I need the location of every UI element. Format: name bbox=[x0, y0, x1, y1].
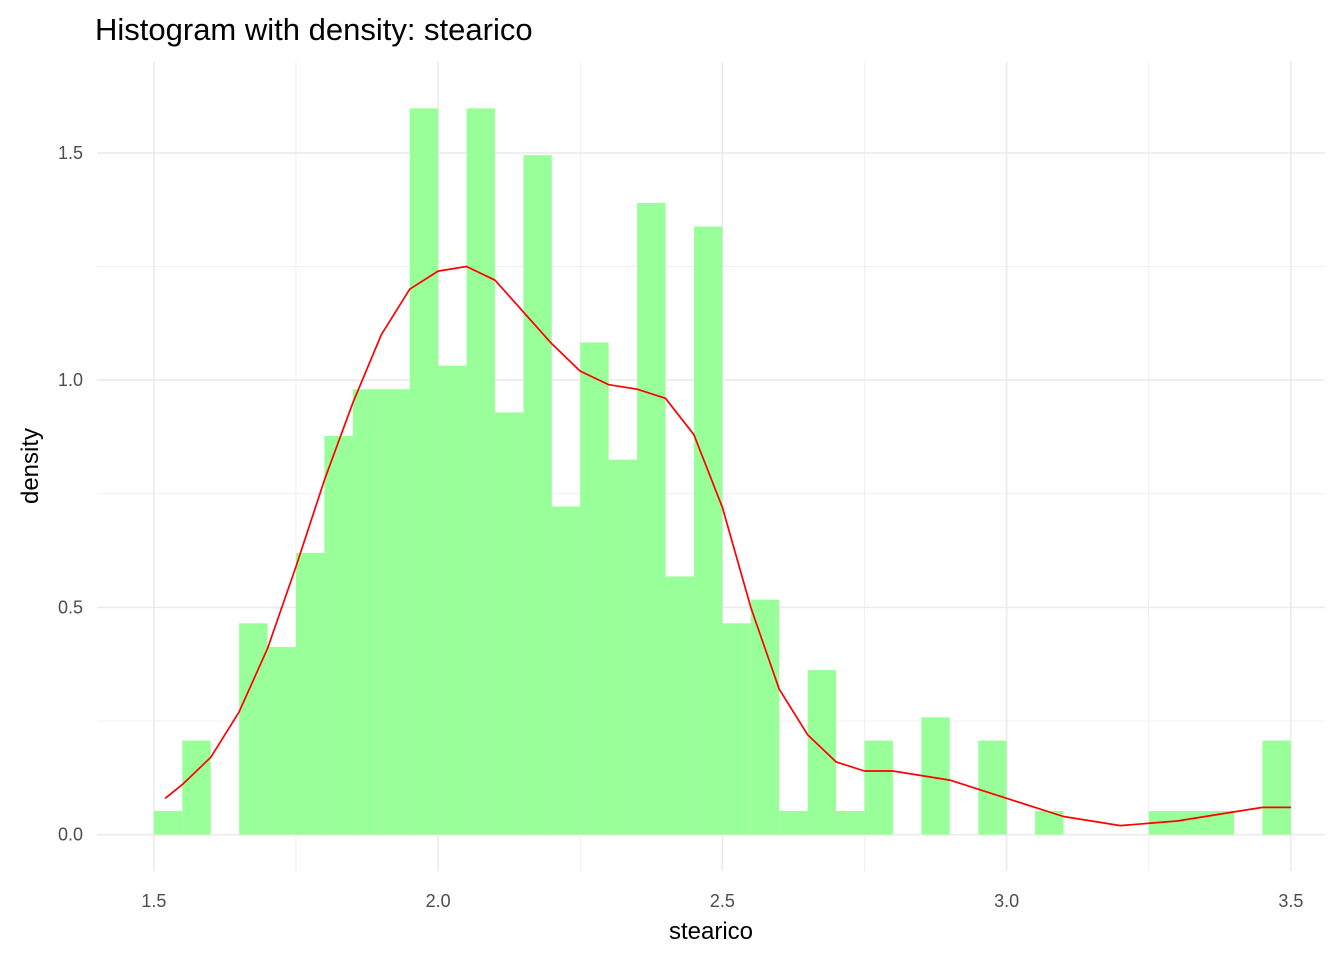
y-tick-label: 1.0 bbox=[58, 370, 83, 390]
histogram-bar bbox=[608, 459, 638, 835]
x-axis-title: stearico bbox=[669, 918, 753, 945]
histogram-bar bbox=[637, 202, 666, 835]
histogram-bar bbox=[665, 576, 694, 835]
histogram-bar bbox=[750, 599, 780, 835]
y-tick-label: 1.5 bbox=[58, 143, 83, 163]
x-tick-label: 2.0 bbox=[426, 891, 451, 911]
histogram-bars bbox=[153, 108, 1291, 835]
histogram-bar bbox=[494, 412, 524, 835]
x-tick-label: 2.5 bbox=[710, 891, 735, 911]
histogram-bar bbox=[864, 740, 893, 835]
tick-labels: 1.5 2.0 2.5 3.0 3.5 0.0 0.5 1.0 1.5 bbox=[58, 143, 1303, 911]
histogram-bar bbox=[239, 623, 268, 835]
histogram-bar bbox=[807, 670, 837, 835]
x-tick-label: 3.0 bbox=[994, 891, 1019, 911]
density-curve-line bbox=[164, 265, 1291, 827]
histogram-bar bbox=[722, 623, 751, 835]
histogram-bar bbox=[1035, 811, 1064, 835]
y-tick-label: 0.0 bbox=[58, 825, 83, 845]
histogram-bar bbox=[580, 342, 609, 835]
y-tick-label: 0.5 bbox=[58, 597, 83, 617]
x-tick-label: 1.5 bbox=[141, 891, 166, 911]
histogram-bar bbox=[779, 811, 808, 835]
histogram-bar bbox=[153, 811, 183, 835]
histogram-bar bbox=[466, 108, 495, 835]
histogram-bar bbox=[352, 389, 382, 835]
histogram-bar bbox=[1177, 811, 1206, 835]
y-axis-title: density bbox=[17, 428, 44, 504]
histogram-bar bbox=[1262, 740, 1291, 835]
density-curve-layer bbox=[164, 265, 1291, 827]
histogram-bar bbox=[836, 811, 865, 835]
histogram-bar bbox=[295, 552, 325, 835]
histogram-bar bbox=[409, 108, 439, 835]
histogram-bar bbox=[1205, 811, 1235, 835]
histogram-bar bbox=[551, 506, 581, 835]
histogram-bar bbox=[324, 436, 353, 835]
plot-title: Histogram with density: stearico bbox=[95, 12, 533, 47]
histogram-bar bbox=[978, 740, 1007, 835]
histogram-bar bbox=[182, 740, 211, 835]
histogram-bar bbox=[523, 155, 552, 835]
histogram-bar bbox=[381, 389, 410, 835]
histogram-bar bbox=[267, 646, 296, 835]
x-tick-label: 3.5 bbox=[1278, 891, 1303, 911]
histogram-bar bbox=[438, 365, 467, 835]
histogram-bar bbox=[693, 226, 723, 835]
